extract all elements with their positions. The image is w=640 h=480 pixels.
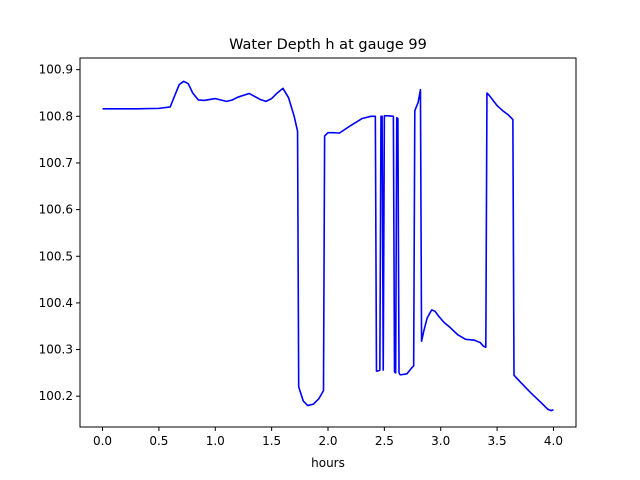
x-axis-label: hours xyxy=(311,456,345,470)
series-line xyxy=(102,80,554,412)
y-tick-label: 100.9 xyxy=(39,63,73,77)
x-tick-label: 0.5 xyxy=(149,434,168,448)
x-tick-label: 4.0 xyxy=(544,434,563,448)
x-tick-label: 2.0 xyxy=(318,434,337,448)
plot-area-frame xyxy=(79,57,577,428)
series-layer xyxy=(102,80,554,412)
x-axis: 0.0 0.5 1.0 1.5 2.0 2.5 3.0 3.5 4.0 xyxy=(93,427,563,448)
x-tick-label: 1.5 xyxy=(262,434,281,448)
y-axis: 100.2 100.3 100.4 100.5 100.6 100.7 100.8 100.9 xyxy=(39,63,80,403)
y-tick-label: 100.4 xyxy=(39,296,73,310)
x-tick-label: 3.5 xyxy=(488,434,507,448)
y-tick-label: 100.2 xyxy=(39,389,73,403)
chart-title: Water Depth h at gauge 99 xyxy=(229,37,427,53)
y-tick-label: 100.3 xyxy=(39,343,73,357)
y-tick-label: 100.6 xyxy=(39,203,73,217)
y-tick-label: 100.8 xyxy=(39,109,73,123)
y-tick-label: 100.5 xyxy=(39,249,73,263)
x-tick-label: 2.5 xyxy=(375,434,394,448)
x-tick-label: 0.0 xyxy=(93,434,112,448)
y-tick-label: 100.7 xyxy=(39,156,73,170)
x-tick-label: 1.0 xyxy=(206,434,225,448)
x-tick-label: 3.0 xyxy=(431,434,450,448)
